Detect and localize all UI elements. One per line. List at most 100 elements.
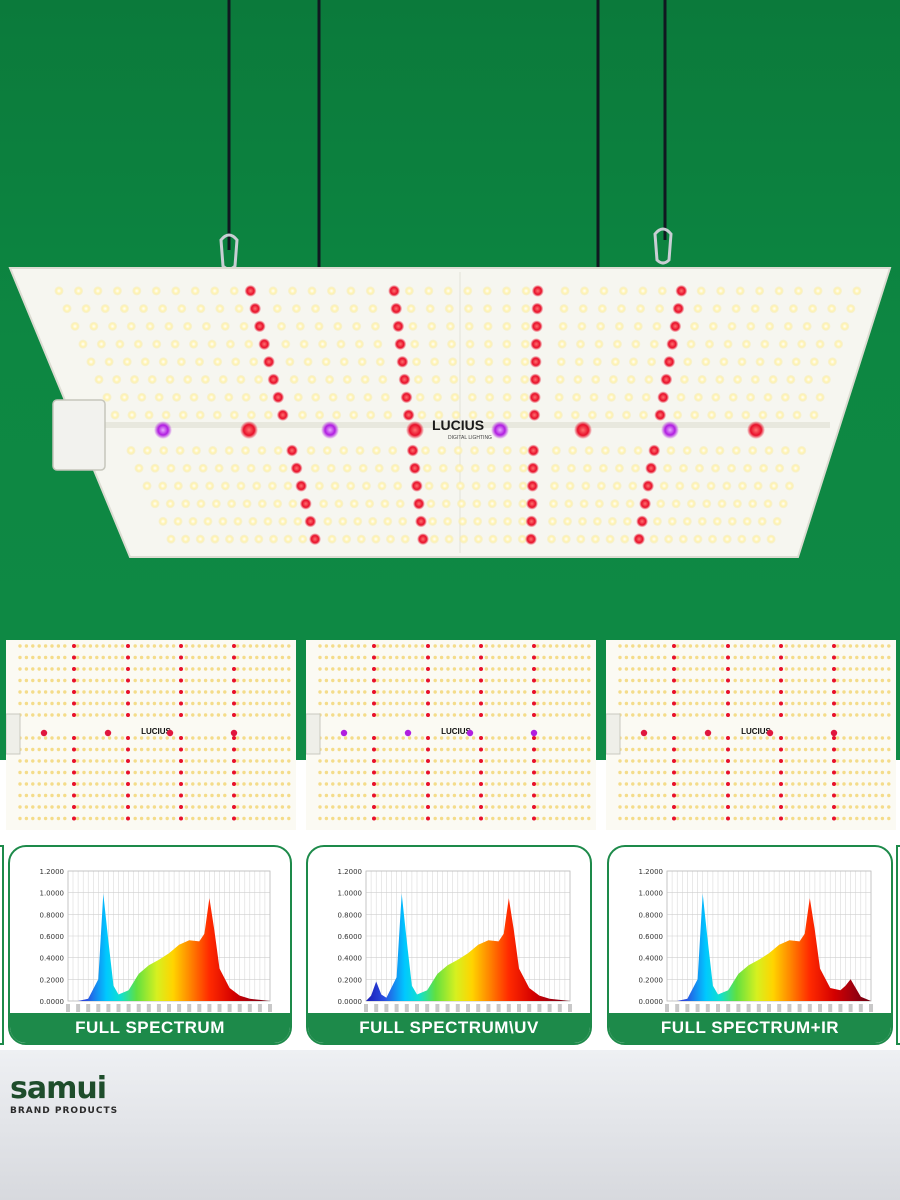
white-led (382, 759, 386, 763)
white-led (759, 782, 763, 786)
white-led (823, 747, 827, 752)
white-led (643, 667, 648, 671)
white-led (752, 644, 757, 648)
x-tick-mark (568, 1004, 572, 1012)
white-led (147, 374, 157, 385)
white-led (516, 667, 521, 671)
white-led (459, 805, 463, 809)
red-led (726, 655, 730, 660)
white-led (452, 747, 457, 752)
white-led (210, 793, 214, 798)
white-led (261, 690, 265, 694)
white-led (701, 678, 705, 683)
white-led (63, 770, 67, 775)
red-led (406, 444, 419, 457)
white-led (739, 736, 744, 740)
white-led (433, 782, 437, 786)
white-led (523, 667, 527, 671)
red-led (832, 782, 836, 786)
white-led (101, 793, 105, 798)
white-led (233, 516, 243, 527)
white-led (452, 736, 457, 740)
white-led (139, 747, 144, 752)
red-led (126, 759, 130, 763)
white-led (216, 816, 221, 821)
white-led (267, 770, 272, 775)
white-led (115, 339, 125, 349)
white-led (453, 445, 463, 456)
white-led (733, 736, 737, 740)
red-led (779, 736, 783, 740)
white-led (784, 805, 789, 809)
white-led (682, 678, 686, 683)
white-led (590, 534, 601, 544)
white-led (267, 747, 272, 752)
white-led (95, 678, 99, 683)
white-led (561, 782, 565, 786)
white-led (365, 499, 375, 509)
white-led (401, 805, 405, 809)
white-led (484, 655, 489, 660)
white-led (656, 770, 661, 775)
white-led (448, 357, 458, 367)
white-led (855, 793, 859, 798)
white-led (248, 770, 253, 775)
white-led (210, 667, 214, 671)
white-led (146, 713, 150, 717)
x-tick-mark (364, 1004, 368, 1012)
red-led (832, 805, 836, 809)
white-led (675, 678, 680, 683)
white-led (314, 321, 324, 331)
white-led (324, 701, 329, 706)
white-led (401, 747, 405, 752)
white-led (643, 782, 648, 786)
white-led (248, 678, 253, 683)
white-led (848, 805, 853, 809)
red-led (530, 320, 543, 333)
white-led (446, 805, 450, 809)
white-led (503, 644, 508, 648)
white-led (166, 463, 176, 473)
white-led (216, 644, 221, 648)
y-tick-label: 0.2000 (40, 976, 65, 984)
white-led (430, 357, 440, 367)
white-led (287, 782, 291, 786)
white-led (485, 410, 495, 420)
spectrum-chart: 1.20001.00000.80000.60000.40000.20000.00… (40, 868, 272, 1012)
white-led (542, 655, 546, 660)
red-led (532, 793, 536, 798)
red-led (666, 338, 679, 351)
white-led (375, 644, 380, 648)
white-led (63, 701, 67, 706)
white-led (395, 678, 399, 683)
white-led (720, 713, 725, 717)
white-led (570, 410, 580, 420)
white-led (31, 667, 35, 671)
y-tick-label: 0.4000 (338, 955, 363, 963)
white-led (535, 805, 540, 809)
white-led (523, 805, 527, 809)
white-led (764, 445, 774, 456)
white-led (855, 805, 859, 809)
white-led (631, 759, 635, 763)
white-led (523, 678, 527, 683)
white-led (235, 805, 240, 809)
white-led (298, 534, 308, 544)
white-led (697, 516, 707, 527)
white-led (833, 339, 844, 349)
white-led (503, 678, 508, 683)
white-led (388, 747, 393, 752)
white-led (261, 713, 265, 717)
white-led (752, 782, 757, 786)
red-led (779, 747, 783, 752)
white-led (331, 713, 335, 717)
red-led (232, 690, 236, 694)
white-led (688, 701, 693, 706)
white-led (631, 339, 641, 349)
white-led (414, 690, 418, 694)
white-led (803, 816, 808, 821)
white-led (139, 805, 144, 809)
white-led (542, 690, 546, 694)
white-led (203, 690, 208, 694)
white-led (133, 747, 137, 752)
